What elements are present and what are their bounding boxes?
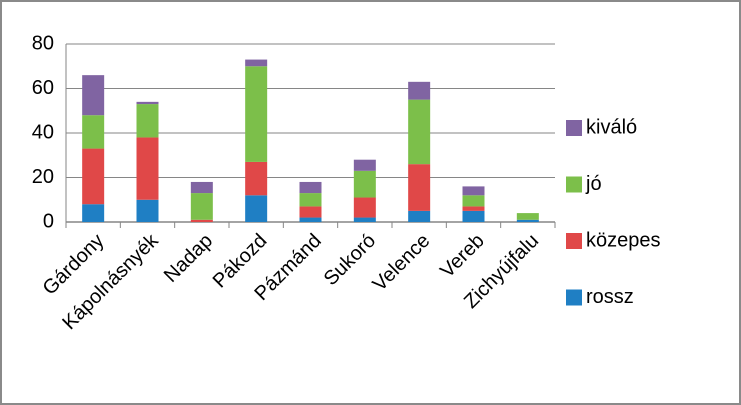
bar-segment bbox=[353, 197, 376, 218]
bar-segment bbox=[408, 164, 431, 211]
bar-segment bbox=[136, 137, 159, 200]
bar-segment bbox=[353, 170, 376, 198]
legend-swatch bbox=[566, 120, 582, 136]
bar-segment bbox=[245, 59, 268, 67]
bar-segment bbox=[82, 75, 105, 116]
bar-segment bbox=[299, 193, 322, 207]
bar-segment bbox=[408, 99, 431, 165]
y-tick-label: 60 bbox=[32, 77, 54, 99]
bar-segment bbox=[299, 181, 322, 194]
legend-label: közepes bbox=[586, 229, 661, 251]
bar-segment bbox=[136, 104, 159, 138]
legend-label: kiváló bbox=[586, 116, 637, 138]
legend-swatch bbox=[566, 233, 582, 249]
legend: rossz közepes jó kiváló bbox=[566, 116, 661, 308]
bar-segment bbox=[190, 219, 213, 222]
bar-segment bbox=[245, 195, 268, 222]
bar-segment bbox=[82, 115, 105, 149]
legend-swatch bbox=[566, 176, 582, 193]
bar-segment bbox=[245, 161, 268, 196]
bar-segment bbox=[353, 217, 376, 222]
bar-segment bbox=[462, 195, 485, 207]
bar-segment bbox=[462, 186, 485, 196]
bar-segment bbox=[190, 181, 213, 194]
legend-label: rossz bbox=[586, 286, 634, 308]
bar-segment bbox=[136, 199, 159, 222]
bar-segment bbox=[516, 213, 539, 220]
bar-segment bbox=[245, 66, 268, 162]
legend-label: jó bbox=[585, 173, 602, 195]
bar-segment bbox=[462, 210, 485, 222]
bar-segment bbox=[136, 101, 159, 105]
y-tick-label: 40 bbox=[32, 121, 54, 143]
y-tick-label: 0 bbox=[43, 210, 54, 232]
bar-segment bbox=[462, 206, 485, 211]
y-tick-label: 80 bbox=[32, 32, 54, 54]
bar-segment bbox=[190, 193, 213, 220]
bar-segment bbox=[516, 219, 539, 222]
bar-segment bbox=[299, 217, 322, 222]
bar-segment bbox=[408, 81, 431, 100]
bar-segment bbox=[299, 206, 322, 218]
bar-segment bbox=[408, 210, 431, 222]
legend-swatch bbox=[566, 289, 582, 306]
bar-segment bbox=[82, 148, 105, 205]
bar-segment bbox=[82, 204, 105, 222]
y-tick-label: 20 bbox=[32, 166, 54, 188]
bar-segment bbox=[353, 159, 376, 171]
